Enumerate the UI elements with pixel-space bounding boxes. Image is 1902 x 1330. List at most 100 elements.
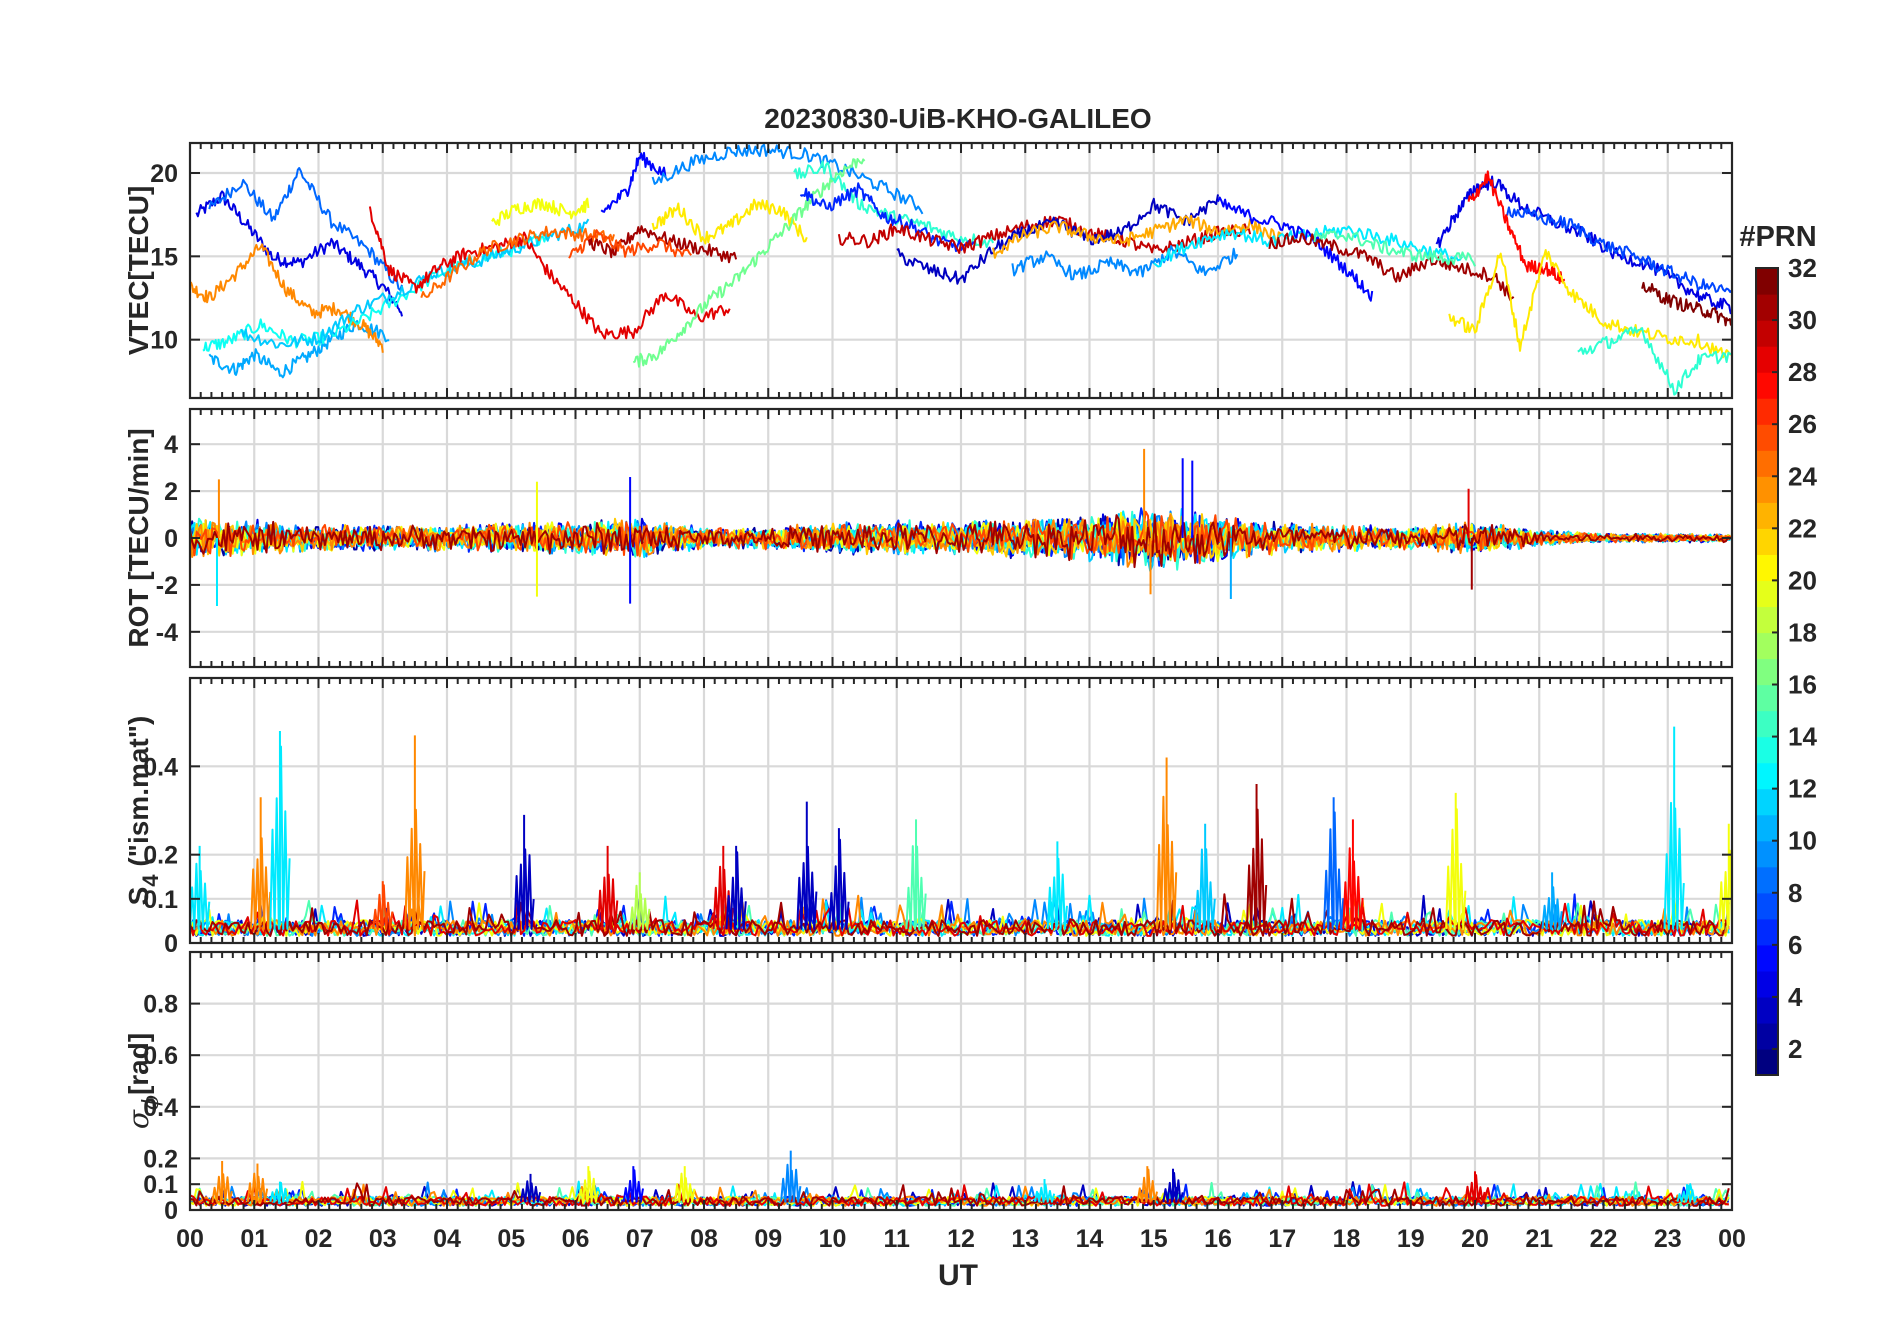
vtec-series-prn-4-0 — [195, 190, 403, 317]
rot-series-prn-31 — [190, 513, 1732, 569]
x-tick-label-10: 10 — [819, 1225, 847, 1253]
chart-title: 20230830-UiB-KHO-GALILEO — [764, 103, 1151, 134]
vtec-series-prn-20-8 — [491, 197, 590, 227]
x-tick-label-11: 11 — [884, 1225, 911, 1253]
x-tick-label-8: 08 — [690, 1225, 718, 1253]
colorbar-tick-label-5: 12 — [1788, 774, 1817, 804]
s4-burst-5 — [513, 848, 535, 930]
x-tick-label-4: 04 — [433, 1225, 461, 1253]
s4-burst-4 — [404, 808, 426, 930]
colorbar-segment-19 — [1756, 554, 1778, 581]
s4-burst-1 — [250, 837, 272, 930]
vtec-series-prn-9-12 — [651, 143, 924, 215]
colorbar-tick-label-6: 14 — [1788, 722, 1817, 752]
series-group-rot — [190, 448, 1732, 607]
sigma-burst-1 — [246, 1172, 269, 1203]
y-label-main: σ — [122, 1109, 155, 1129]
x-tick-label-21: 21 — [1525, 1225, 1553, 1253]
colorbar-segment-7 — [1756, 866, 1778, 894]
colorbar-segment-3 — [1756, 970, 1778, 998]
y-axis-label-sigma: σϕ[rad] — [122, 1033, 164, 1129]
s4-burst-2 — [269, 745, 291, 930]
colorbar-segment-23 — [1756, 450, 1778, 477]
colorbar-segment-21 — [1756, 502, 1778, 529]
colorbar-tick-label-10: 22 — [1788, 513, 1817, 543]
colorbar-segment-20 — [1756, 528, 1778, 555]
colorbar-segment-30 — [1756, 268, 1778, 295]
vtec-series-prn-9-20 — [1011, 245, 1239, 281]
x-tick-label-6: 06 — [562, 1225, 590, 1253]
s4-burst-11 — [828, 838, 850, 930]
s4-burst-19 — [1445, 808, 1467, 930]
x-tick-label-23: 23 — [1654, 1225, 1682, 1253]
s4-series-prn-31 — [190, 893, 1730, 937]
colorbar-segment-28 — [1756, 320, 1778, 347]
colorbar-tick-label-1: 4 — [1788, 982, 1803, 1012]
y-tick-label: 0.1 — [143, 1171, 178, 1199]
colorbar-segment-26 — [1756, 372, 1778, 399]
y-label-main: S — [123, 887, 154, 906]
colorbar-frame — [1755, 267, 1779, 1076]
s4-burst-3 — [372, 884, 394, 930]
y-label-suffix: ("ism.mat") — [123, 716, 154, 875]
vtec-series-prn-16-14 — [632, 158, 866, 368]
vtec-series-prn-14-15 — [793, 160, 995, 249]
y-tick-label: 0.6 — [143, 1042, 178, 1070]
colorbar-segment-5 — [1756, 918, 1778, 946]
colorbar-tick-label-12: 26 — [1788, 409, 1817, 439]
vtec-series-prn-28-27 — [1467, 170, 1566, 285]
s4-burst-21 — [1663, 801, 1685, 930]
s4-burst-12 — [905, 845, 927, 930]
sigma-burst-9 — [1136, 1168, 1158, 1203]
x-tick-label-1: 01 — [240, 1225, 268, 1253]
colorbar-segment-15 — [1756, 658, 1778, 686]
colorbar-segment-6 — [1756, 892, 1778, 920]
y-tick-label: 0 — [164, 525, 178, 553]
s4-burst-0 — [190, 862, 211, 930]
vtec-series-prn-5-11 — [600, 151, 667, 213]
y-tick-label: 0.2 — [143, 842, 178, 870]
y-axis-label-vtec: VTEC[TECU] — [123, 186, 154, 356]
y-tick-label: 10 — [150, 327, 178, 355]
x-tick-label-3: 03 — [369, 1225, 397, 1253]
vtec-series-prn-3-18 — [896, 194, 1219, 285]
y-tick-label: 0 — [164, 1197, 178, 1225]
colorbar-tick-label-8: 18 — [1788, 617, 1817, 647]
vtec-series-prn-5-22 — [1217, 196, 1374, 302]
colorbar-segment-24 — [1756, 424, 1778, 451]
y-tick-label: 0.4 — [143, 1094, 178, 1122]
colorbar-segment-1 — [1756, 1022, 1778, 1050]
colorbar-segment-9 — [1756, 814, 1778, 842]
y-axis-label-rot: ROT [TECU/min] — [123, 428, 154, 647]
colorbar-tick-label-2: 6 — [1788, 930, 1802, 960]
colorbar-segment-25 — [1756, 398, 1778, 425]
panel-sigma: 00.10.2 0.4 0.6 0.8 σϕ[rad] — [122, 950, 1734, 1225]
colorbar-segment-17 — [1756, 606, 1778, 634]
x-tick-label-0: 00 — [176, 1225, 204, 1253]
vtec-series-prn-25-7 — [420, 225, 615, 299]
s4-burst-14 — [1156, 795, 1178, 930]
sigma-burst-3 — [519, 1180, 542, 1203]
x-tick-label-13: 13 — [1011, 1225, 1039, 1253]
vtec-series-prn-23-19 — [992, 214, 1283, 259]
sigma-burst-5 — [622, 1169, 644, 1203]
y-tick-label: -4 — [156, 619, 178, 647]
y-tick-label: 0.1 — [143, 886, 178, 914]
x-tick-label-5: 05 — [497, 1225, 525, 1253]
colorbar-segment-22 — [1756, 476, 1778, 503]
series-group-s4 — [190, 726, 1732, 937]
x-tick-label-16: 16 — [1204, 1225, 1232, 1253]
vtec-series-prn-13-4 — [202, 233, 551, 352]
panel-rot: -4 -2 0 2 4 ROT [TECU/min] — [123, 407, 1734, 669]
colorbar-tick-label-14: 30 — [1788, 305, 1817, 335]
y-tick-label: 0.8 — [143, 991, 178, 1019]
colorbar-segment-13 — [1756, 710, 1778, 738]
vtec-series-prn-15-24 — [1313, 230, 1476, 267]
s4-burst-7 — [629, 884, 651, 930]
vtec-series-prn-4-25 — [1435, 175, 1732, 315]
vtec-series-prn-8-1 — [208, 167, 403, 291]
colorbar-tick-label-13: 28 — [1788, 357, 1817, 387]
